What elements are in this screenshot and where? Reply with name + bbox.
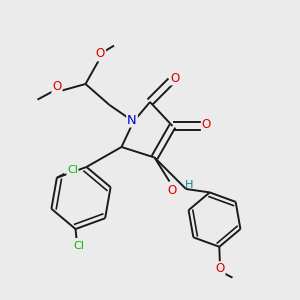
Text: O: O xyxy=(52,80,62,94)
Text: O: O xyxy=(215,262,224,275)
Text: Cl: Cl xyxy=(67,165,78,175)
Text: O: O xyxy=(170,71,179,85)
Text: O: O xyxy=(96,47,105,61)
Text: N: N xyxy=(127,113,137,127)
Text: O: O xyxy=(168,184,177,197)
Text: H: H xyxy=(185,179,193,190)
Text: O: O xyxy=(202,118,211,131)
Text: Cl: Cl xyxy=(73,242,84,251)
